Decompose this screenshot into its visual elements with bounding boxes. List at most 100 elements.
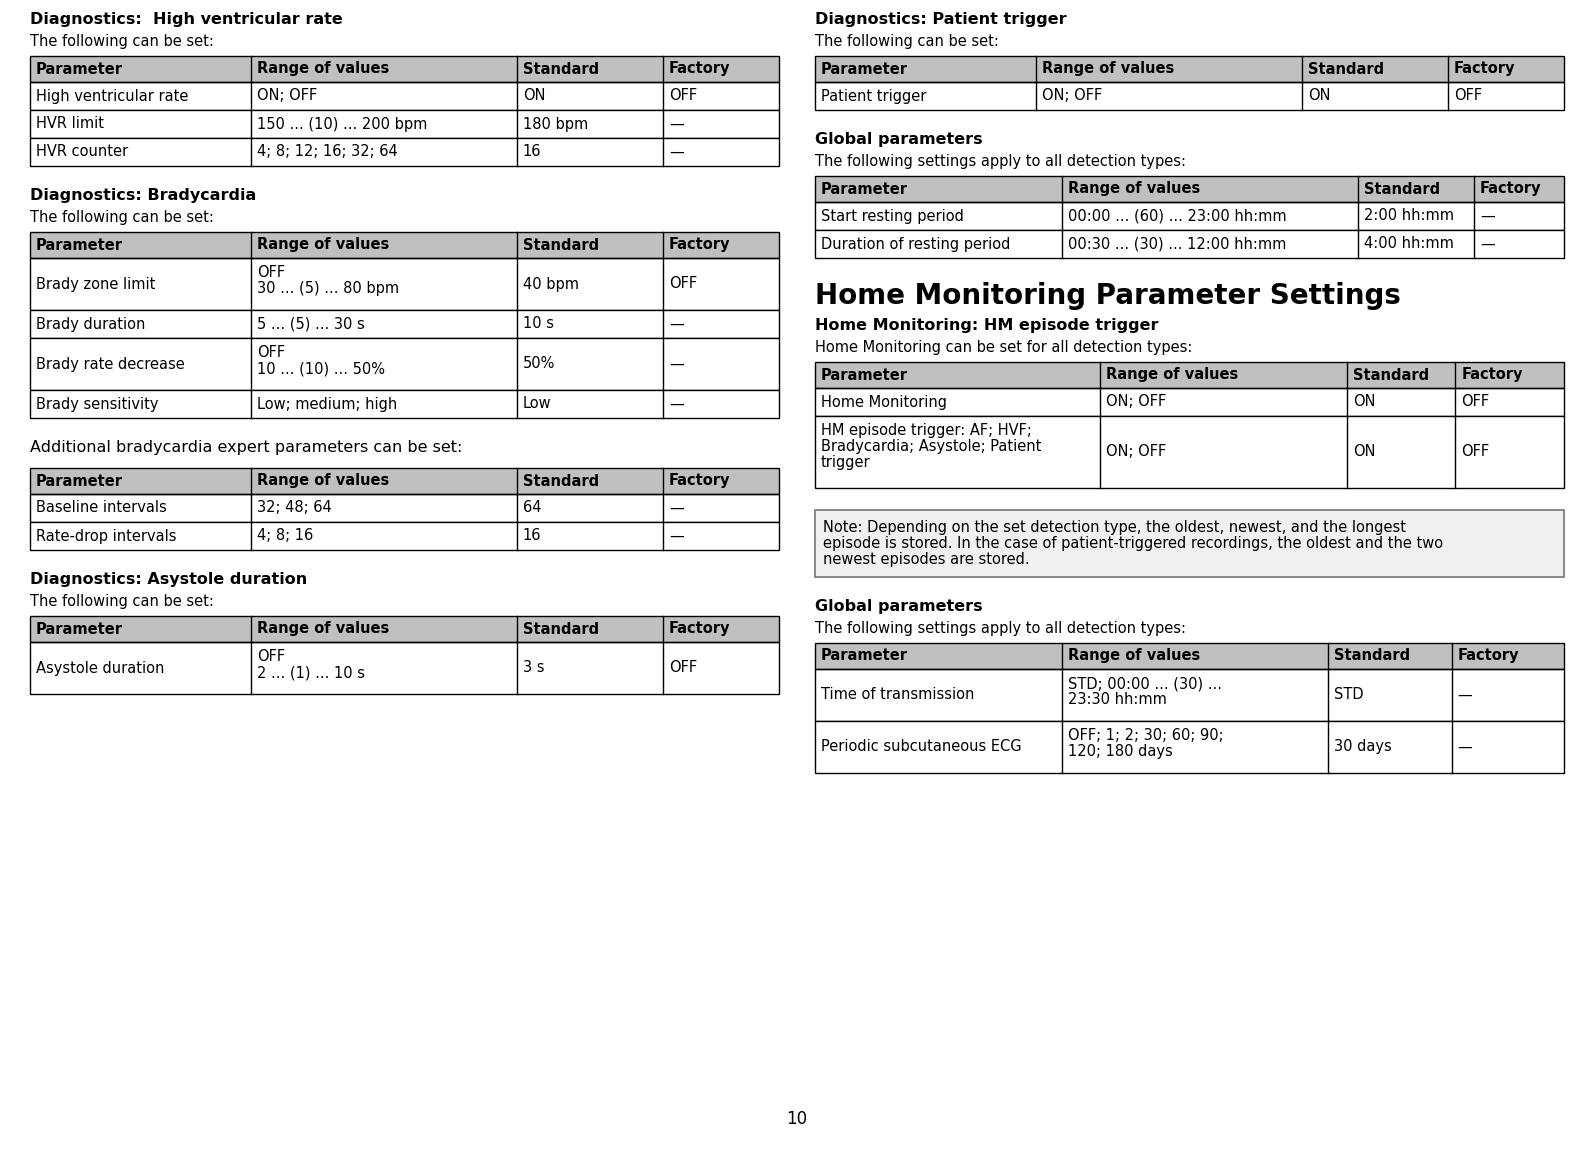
Text: —: — — [669, 316, 684, 331]
Bar — [30, 138, 779, 166]
Text: Factory: Factory — [1481, 182, 1541, 197]
Text: —: — — [1481, 237, 1495, 252]
Text: —: — — [1481, 208, 1495, 223]
Text: Range of values: Range of values — [257, 61, 389, 77]
Text: Range of values: Range of values — [1042, 61, 1175, 77]
Text: STD; 00:00 ... (30) ...: STD; 00:00 ... (30) ... — [1068, 676, 1223, 691]
Text: The following can be set:: The following can be set: — [30, 210, 214, 225]
Bar — [30, 468, 779, 494]
Text: The following settings apply to all detection types:: The following settings apply to all dete… — [815, 621, 1186, 636]
Bar — [30, 338, 779, 390]
Text: Diagnostics: Bradycardia: Diagnostics: Bradycardia — [30, 187, 257, 204]
Text: STD: STD — [1334, 688, 1364, 703]
Text: Range of values: Range of values — [257, 238, 389, 253]
Text: ON: ON — [1353, 394, 1376, 409]
Text: Start resting period: Start resting period — [821, 208, 964, 223]
Text: Home Monitoring: Home Monitoring — [821, 394, 947, 409]
Bar — [815, 56, 1564, 82]
Bar — [815, 509, 1564, 577]
Text: 5 ... (5) ... 30 s: 5 ... (5) ... 30 s — [257, 316, 365, 331]
Text: —: — — [669, 529, 684, 544]
Text: ON; OFF: ON; OFF — [1106, 445, 1165, 460]
Text: OFF: OFF — [669, 89, 697, 104]
Text: The following can be set:: The following can be set: — [30, 595, 214, 610]
Bar — [30, 82, 779, 110]
Text: Global parameters: Global parameters — [815, 599, 982, 614]
Text: HVR counter: HVR counter — [37, 145, 128, 160]
Text: High ventricular rate: High ventricular rate — [37, 89, 188, 104]
Text: Global parameters: Global parameters — [815, 132, 982, 147]
Text: Parameter: Parameter — [821, 182, 909, 197]
Text: OFF: OFF — [1454, 89, 1482, 104]
Text: 4; 8; 12; 16; 32; 64: 4; 8; 12; 16; 32; 64 — [257, 145, 398, 160]
Text: 10 ... (10) ... 50%: 10 ... (10) ... 50% — [257, 361, 386, 376]
Text: —: — — [1457, 688, 1473, 703]
Bar — [30, 310, 779, 338]
Text: Range of values: Range of values — [1106, 368, 1239, 383]
Text: Factory: Factory — [1462, 368, 1522, 383]
Bar — [30, 468, 779, 494]
Text: 4:00 hh:mm: 4:00 hh:mm — [1364, 237, 1454, 252]
Text: ON: ON — [1307, 89, 1331, 104]
Bar — [30, 56, 779, 82]
Bar — [815, 56, 1564, 82]
Bar — [30, 522, 779, 550]
Bar — [815, 176, 1564, 202]
Text: The following can be set:: The following can be set: — [815, 34, 999, 49]
Text: Standard: Standard — [1307, 61, 1384, 77]
Bar — [815, 230, 1564, 258]
Text: Factory: Factory — [669, 238, 730, 253]
Text: Bradycardia; Asystole; Patient: Bradycardia; Asystole; Patient — [821, 439, 1041, 454]
Text: Standard: Standard — [1353, 368, 1428, 383]
Bar — [815, 643, 1564, 669]
Text: Parameter: Parameter — [37, 621, 123, 636]
Text: —: — — [669, 500, 684, 515]
Text: Standard: Standard — [523, 238, 599, 253]
Text: 32; 48; 64: 32; 48; 64 — [257, 500, 332, 515]
Text: Low: Low — [523, 397, 552, 412]
Bar — [815, 362, 1564, 388]
Text: Home Monitoring: HM episode trigger: Home Monitoring: HM episode trigger — [815, 319, 1159, 333]
Text: 16: 16 — [523, 529, 542, 544]
Text: Time of transmission: Time of transmission — [821, 688, 974, 703]
Bar — [815, 176, 1564, 202]
Text: Diagnostics:  High ventricular rate: Diagnostics: High ventricular rate — [30, 12, 343, 26]
Text: Home Monitoring can be set for all detection types:: Home Monitoring can be set for all detec… — [815, 340, 1192, 355]
Text: OFF: OFF — [257, 345, 285, 360]
Bar — [30, 616, 779, 642]
Text: Diagnostics: Patient trigger: Diagnostics: Patient trigger — [815, 12, 1066, 26]
Bar — [815, 82, 1564, 110]
Text: —: — — [669, 145, 684, 160]
Bar — [815, 388, 1564, 416]
Text: Note: Depending on the set detection type, the oldest, newest, and the longest: Note: Depending on the set detection typ… — [823, 520, 1406, 535]
Text: 2:00 hh:mm: 2:00 hh:mm — [1364, 208, 1454, 223]
Text: Low; medium; high: Low; medium; high — [257, 397, 397, 412]
Text: Factory: Factory — [669, 61, 730, 77]
Text: 00:30 ... (30) ... 12:00 hh:mm: 00:30 ... (30) ... 12:00 hh:mm — [1068, 237, 1286, 252]
Bar — [30, 232, 779, 258]
Text: Duration of resting period: Duration of resting period — [821, 237, 1011, 252]
Text: Additional bradycardia expert parameters can be set:: Additional bradycardia expert parameters… — [30, 440, 462, 455]
Text: Range of values: Range of values — [257, 621, 389, 636]
Text: —: — — [669, 356, 684, 371]
Text: ON; OFF: ON; OFF — [257, 89, 317, 104]
Text: OFF: OFF — [1462, 445, 1489, 460]
Bar — [815, 721, 1564, 773]
Text: Baseline intervals: Baseline intervals — [37, 500, 167, 515]
Text: 30 ... (5) ... 80 bpm: 30 ... (5) ... 80 bpm — [257, 281, 398, 296]
Text: Periodic subcutaneous ECG: Periodic subcutaneous ECG — [821, 739, 1022, 754]
Text: HVR limit: HVR limit — [37, 116, 104, 131]
Text: HM episode trigger: AF; HVF;: HM episode trigger: AF; HVF; — [821, 423, 1031, 438]
Bar — [30, 258, 779, 311]
Text: 40 bpm: 40 bpm — [523, 276, 579, 291]
Text: Parameter: Parameter — [821, 368, 909, 383]
Text: Factory: Factory — [1454, 61, 1516, 77]
Text: Patient trigger: Patient trigger — [821, 89, 926, 104]
Bar — [815, 669, 1564, 721]
Text: 10: 10 — [786, 1110, 808, 1128]
Text: OFF: OFF — [257, 266, 285, 281]
Text: Parameter: Parameter — [37, 474, 123, 489]
Bar — [815, 416, 1564, 488]
Text: trigger: trigger — [821, 455, 870, 470]
Text: Standard: Standard — [523, 621, 599, 636]
